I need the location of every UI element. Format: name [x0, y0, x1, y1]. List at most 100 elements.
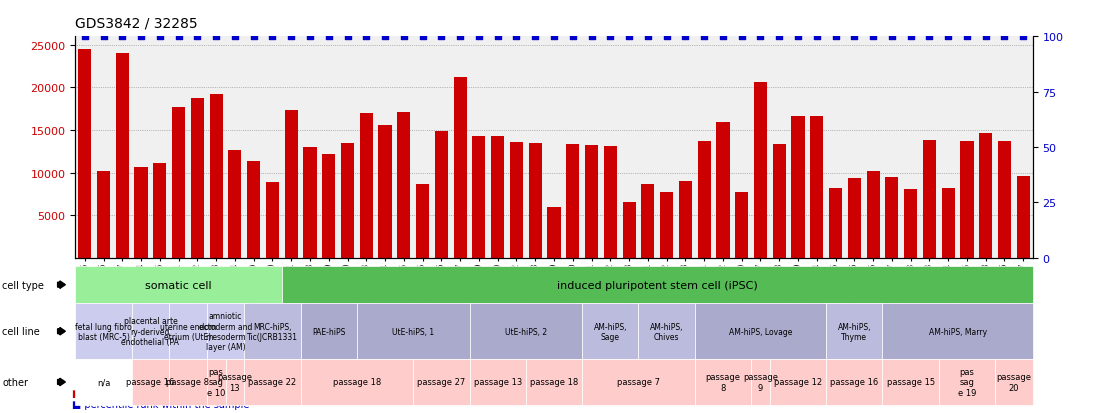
Text: passage 12: passage 12	[774, 377, 822, 387]
Point	[526, 34, 544, 40]
Point	[507, 34, 525, 40]
Bar	[341, 143, 355, 258]
Point	[696, 34, 714, 40]
Bar	[172, 108, 185, 258]
Point	[602, 34, 619, 40]
Point	[808, 34, 825, 40]
Bar	[228, 150, 242, 258]
Text: GDS3842 / 32285: GDS3842 / 32285	[75, 17, 198, 31]
Point	[732, 34, 750, 40]
Bar	[698, 141, 710, 258]
Point	[75, 34, 93, 40]
Bar	[529, 144, 542, 258]
Bar	[961, 142, 974, 258]
Bar	[979, 133, 993, 258]
Point	[301, 34, 319, 40]
Bar	[1017, 176, 1029, 258]
Bar	[942, 189, 955, 258]
Bar	[472, 136, 485, 258]
Text: passage 22: passage 22	[248, 377, 297, 387]
Point	[1015, 34, 1033, 40]
Text: passage 18: passage 18	[530, 377, 578, 387]
Bar	[791, 117, 804, 258]
Bar	[115, 54, 129, 258]
Point	[564, 34, 582, 40]
Text: AM-hiPS, Marry: AM-hiPS, Marry	[929, 327, 986, 336]
Text: amniotic
ectoderm and
mesoderm
layer (AM): amniotic ectoderm and mesoderm layer (AM…	[198, 311, 253, 351]
Point	[658, 34, 676, 40]
Text: somatic cell: somatic cell	[145, 280, 212, 290]
Point	[677, 34, 695, 40]
Point	[545, 34, 563, 40]
Point	[583, 34, 601, 40]
Bar	[717, 123, 729, 258]
Text: pas
sag
e 19: pas sag e 19	[957, 367, 976, 397]
Text: passage
8: passage 8	[706, 373, 740, 392]
Text: passage 13: passage 13	[473, 377, 522, 387]
Text: cell line: cell line	[2, 326, 40, 337]
Bar	[660, 192, 674, 258]
Bar	[247, 161, 260, 258]
Point	[170, 34, 187, 40]
Point	[921, 34, 938, 40]
Bar	[304, 147, 317, 258]
Text: ■ count: ■ count	[72, 388, 112, 398]
Point	[245, 34, 263, 40]
Text: UtE-hiPS, 1: UtE-hiPS, 1	[392, 327, 434, 336]
Point	[883, 34, 901, 40]
Bar	[266, 182, 279, 258]
Text: fetal lung fibro
blast (MRC-5): fetal lung fibro blast (MRC-5)	[75, 322, 132, 341]
Text: passage
20: passage 20	[996, 373, 1032, 392]
Point	[283, 34, 300, 40]
Bar	[604, 147, 617, 258]
Point	[151, 34, 168, 40]
Point	[226, 34, 244, 40]
Text: uterine endom
etrium (UtE): uterine endom etrium (UtE)	[160, 322, 216, 341]
Bar	[79, 50, 91, 258]
Point	[751, 34, 769, 40]
Point	[714, 34, 731, 40]
Text: UtE-hiPS, 2: UtE-hiPS, 2	[505, 327, 547, 336]
Bar	[209, 95, 223, 258]
Text: placental arte
ry-derived
endothelial (PA: placental arte ry-derived endothelial (P…	[122, 317, 179, 346]
Point	[639, 34, 657, 40]
Point	[377, 34, 394, 40]
Bar	[735, 192, 748, 258]
Point	[958, 34, 976, 40]
Point	[470, 34, 488, 40]
Bar	[379, 126, 391, 258]
Bar	[866, 172, 880, 258]
Point	[394, 34, 412, 40]
Bar	[772, 145, 786, 258]
Point	[845, 34, 863, 40]
Bar	[753, 83, 767, 258]
Bar	[398, 113, 410, 258]
Point	[132, 34, 150, 40]
Point	[432, 34, 450, 40]
Point	[339, 34, 357, 40]
Text: induced pluripotent stem cell (iPSC): induced pluripotent stem cell (iPSC)	[557, 280, 758, 290]
Bar	[285, 111, 298, 258]
Text: cell type: cell type	[2, 280, 44, 290]
Point	[902, 34, 920, 40]
Point	[864, 34, 882, 40]
Bar	[491, 136, 504, 258]
Point	[620, 34, 638, 40]
Point	[977, 34, 995, 40]
Text: passage
9: passage 9	[743, 373, 778, 392]
Bar	[153, 164, 166, 258]
Text: AM-hiPS,
Chives: AM-hiPS, Chives	[650, 322, 684, 341]
Bar	[566, 145, 579, 258]
Text: passage 16: passage 16	[126, 377, 175, 387]
Point	[770, 34, 788, 40]
Text: MRC-hiPS,
Tic(JCRB1331: MRC-hiPS, Tic(JCRB1331	[247, 322, 298, 341]
Text: passage 27: passage 27	[418, 377, 465, 387]
Bar	[848, 178, 861, 258]
Point	[358, 34, 376, 40]
Text: passage 18: passage 18	[332, 377, 381, 387]
Text: pas
sag
e 10: pas sag e 10	[207, 367, 225, 397]
Bar	[904, 189, 917, 258]
Bar	[453, 78, 466, 258]
Bar	[434, 132, 448, 258]
Point	[489, 34, 506, 40]
